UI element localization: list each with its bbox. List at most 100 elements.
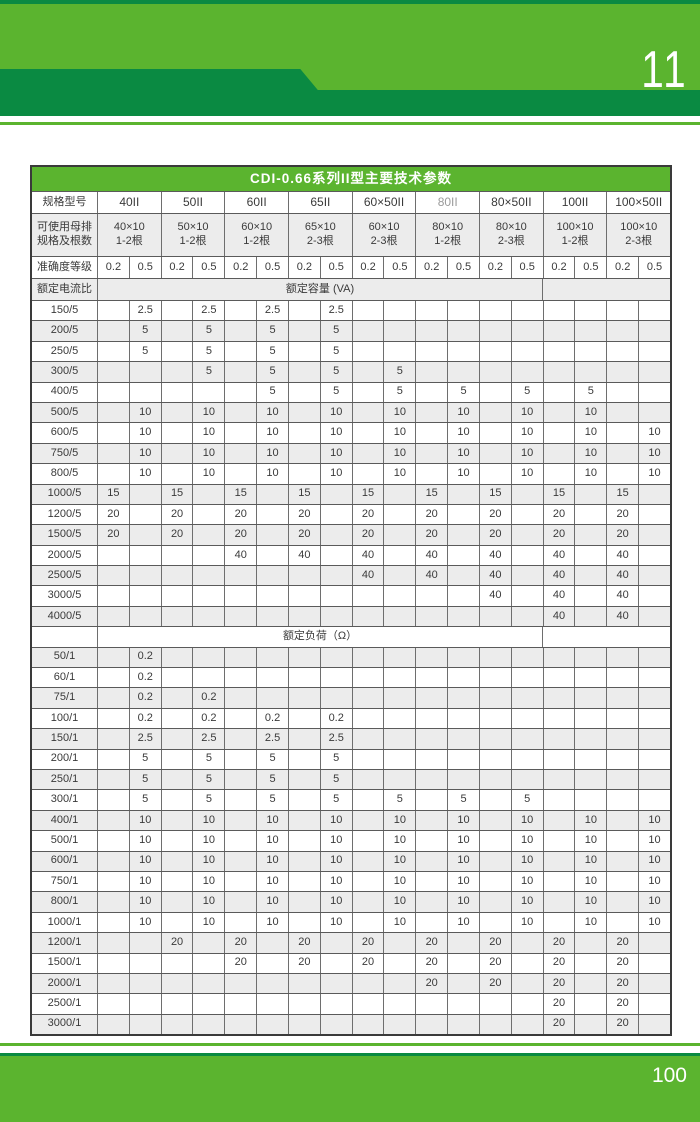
table-cell xyxy=(478,321,511,341)
table-cell xyxy=(97,871,129,892)
table-cell: 2.5 xyxy=(192,729,224,749)
table-cell xyxy=(415,606,447,627)
table-cell: 2.5 xyxy=(128,729,161,749)
table-cell xyxy=(447,1014,479,1035)
table-cell xyxy=(510,301,543,321)
busbar-cell-line: 2-3根 xyxy=(497,235,525,247)
table-cell xyxy=(287,749,320,769)
row-label: 1500/1 xyxy=(47,956,82,969)
table-cell xyxy=(542,790,575,810)
table-cell xyxy=(478,831,511,851)
busbar-cell-line: 40×10 xyxy=(113,221,145,234)
table-row: 2000/5 40 40 40 40 40 40 40 xyxy=(32,544,670,566)
table-cell xyxy=(160,688,193,708)
table-cell xyxy=(447,362,479,382)
table-cell xyxy=(160,586,193,606)
model-header: 80II xyxy=(415,192,479,213)
table-cell xyxy=(224,586,256,606)
table-cell: 10 xyxy=(256,402,288,423)
table-cell xyxy=(510,729,543,749)
table-cell xyxy=(574,362,606,382)
table-cell xyxy=(638,402,670,423)
table-row: 1500/5 20 20 20 20 20 20 20 20 20 xyxy=(32,524,670,545)
busbar-label-line: 规格及根数 xyxy=(37,235,92,247)
table-cell xyxy=(574,321,606,341)
table-cell xyxy=(160,402,193,423)
busbar-cell: 60×10 1-2根 xyxy=(224,214,288,256)
table-cell xyxy=(287,708,320,729)
table-cell: 2.5 xyxy=(192,301,224,321)
table-cell xyxy=(351,790,384,810)
table-cell: 20 xyxy=(478,973,511,994)
table-cell xyxy=(478,729,511,749)
table-cell xyxy=(160,443,193,464)
table-cell: 20 xyxy=(478,525,511,545)
table-cell xyxy=(447,321,479,341)
row-label: 1200/1 xyxy=(47,935,82,948)
table-cell: 10 xyxy=(256,443,288,464)
table-cell xyxy=(415,362,447,382)
table-cell xyxy=(97,892,129,912)
table-cell xyxy=(192,953,224,973)
table-cell xyxy=(542,341,575,362)
table-cell xyxy=(287,362,320,382)
table-cell xyxy=(510,484,543,504)
table-row: 600/5 10 10 10 10 10 10 10 10 10 xyxy=(32,422,670,443)
table-cell: 10 xyxy=(383,851,415,871)
table-cell: 10 xyxy=(383,912,415,933)
table-cell xyxy=(256,668,288,688)
table-cell: 20 xyxy=(351,953,384,973)
table-cell: 15 xyxy=(351,484,384,504)
table-cell xyxy=(606,892,638,912)
table-cell: 20 xyxy=(606,525,638,545)
busbar-cell-line: 1-2根 xyxy=(243,235,271,247)
row-label: 100/1 xyxy=(50,711,79,724)
table-cell: 10 xyxy=(256,892,288,912)
table-cell: 10 xyxy=(447,464,479,484)
table-row: 400/1 10 10 10 10 10 10 10 10 10 xyxy=(32,809,670,831)
table-cell xyxy=(224,994,256,1014)
table-cell xyxy=(97,545,129,566)
page-number-bottom: 100 xyxy=(651,1064,687,1087)
table-cell xyxy=(351,443,384,464)
table-cell xyxy=(351,994,384,1014)
table-row: 2500/5 40 40 40 40 40 xyxy=(32,565,670,586)
table-cell xyxy=(351,688,384,708)
table-cell xyxy=(510,341,543,362)
table-row: 1000/5 15 15 15 15 15 15 15 15 15 xyxy=(32,483,670,504)
table-cell xyxy=(510,525,543,545)
table-cell: 15 xyxy=(415,484,447,504)
table-row: 300/5 5 5 5 5 xyxy=(32,361,670,382)
accuracy-class-cell: 0.2 xyxy=(478,257,511,278)
table-cell: 10 xyxy=(192,912,224,933)
va-section-header: 额定容量 (VA) xyxy=(97,279,542,300)
table-cell: 20 xyxy=(287,504,320,525)
busbar-cell-line: 1-2根 xyxy=(115,235,143,247)
table-cell xyxy=(97,790,129,810)
table-cell: 0.2 xyxy=(128,688,161,708)
table-cell xyxy=(638,525,670,545)
table-cell xyxy=(383,504,415,525)
table-cell xyxy=(478,362,511,382)
table-cell xyxy=(224,831,256,851)
row-label: 400/1 xyxy=(50,813,79,826)
table-cell: 10 xyxy=(447,810,479,831)
table-row: 250/5 5 5 5 5 xyxy=(32,340,670,362)
table-cell xyxy=(478,382,511,402)
table-cell xyxy=(224,341,256,362)
table-cell xyxy=(542,708,575,729)
table-cell xyxy=(478,769,511,790)
table-cell xyxy=(383,484,415,504)
table-cell xyxy=(351,851,384,871)
ohm-section-header: 额定负荷（Ω） xyxy=(97,627,542,647)
row-label: 250/5 xyxy=(50,344,79,357)
table-cell: 10 xyxy=(510,443,543,464)
table-cell xyxy=(97,382,129,402)
table-cell: 20 xyxy=(97,504,129,525)
table-cell: 10 xyxy=(319,402,352,423)
model-header: 100II xyxy=(542,192,607,213)
table-cell xyxy=(606,382,638,402)
table-cell: 2.5 xyxy=(256,301,288,321)
table-cell xyxy=(97,831,129,851)
table-cell xyxy=(606,912,638,933)
